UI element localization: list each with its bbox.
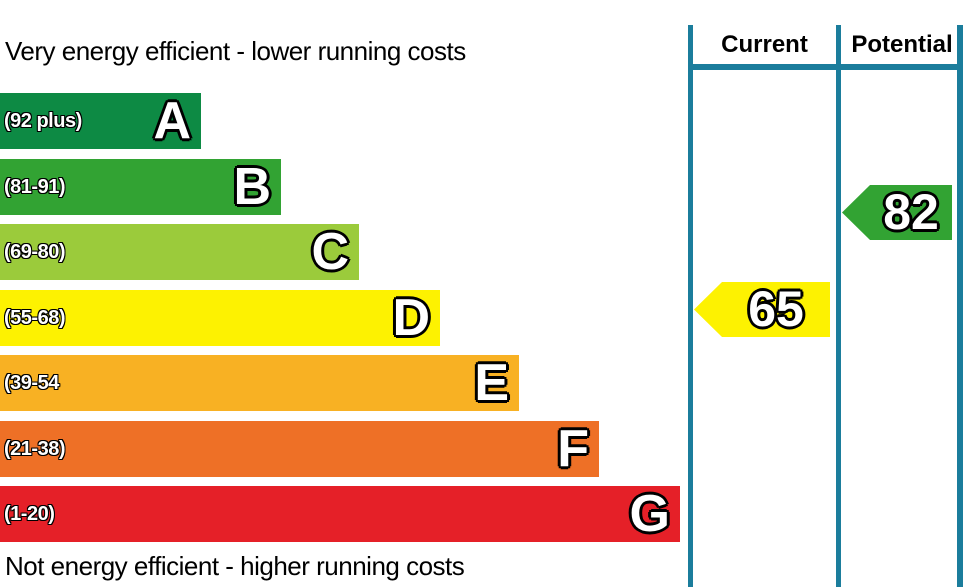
potential-rating-value: 82 [883,184,939,240]
band-b: (81-91) B [0,159,281,215]
band-letter: F [557,420,589,478]
current-rating-marker: 65 [694,282,830,337]
band-f: (21-38) F [0,421,599,477]
band-letter: D [392,289,430,347]
band-range-label: (81-91) [4,175,65,198]
band-a: (92 plus) A [0,93,201,149]
bottom-caption: Not energy efficient - higher running co… [5,551,465,581]
column-header-potential: Potential [851,31,953,58]
band-c: (69-80) C [0,224,359,280]
band-d: (55-68) D [0,290,440,346]
top-caption: Very energy efficient - lower running co… [5,36,466,66]
current-rating-value: 65 [748,281,804,337]
band-letter: B [233,158,271,216]
band-range-label: (92 plus) [4,109,82,132]
band-e: (39-54 E [0,355,519,411]
band-range-label: (21-38) [4,437,65,460]
table-divider-right [957,25,963,587]
band-range-label: (55-68) [4,306,65,329]
band-range-label: (1-20) [4,502,55,525]
table-divider-left [688,25,693,587]
band-g: (1-20) G [0,486,680,542]
header-underline [688,64,963,70]
column-header-current: Current [721,31,808,58]
potential-rating-marker: 82 [842,185,952,240]
band-letter: G [629,485,670,543]
band-letter: A [153,92,191,150]
band-letter: C [311,223,349,281]
band-letter: E [474,354,509,412]
band-range-label: (39-54 [4,371,59,394]
table-divider-middle [836,25,841,587]
band-range-label: (69-80) [4,240,65,263]
